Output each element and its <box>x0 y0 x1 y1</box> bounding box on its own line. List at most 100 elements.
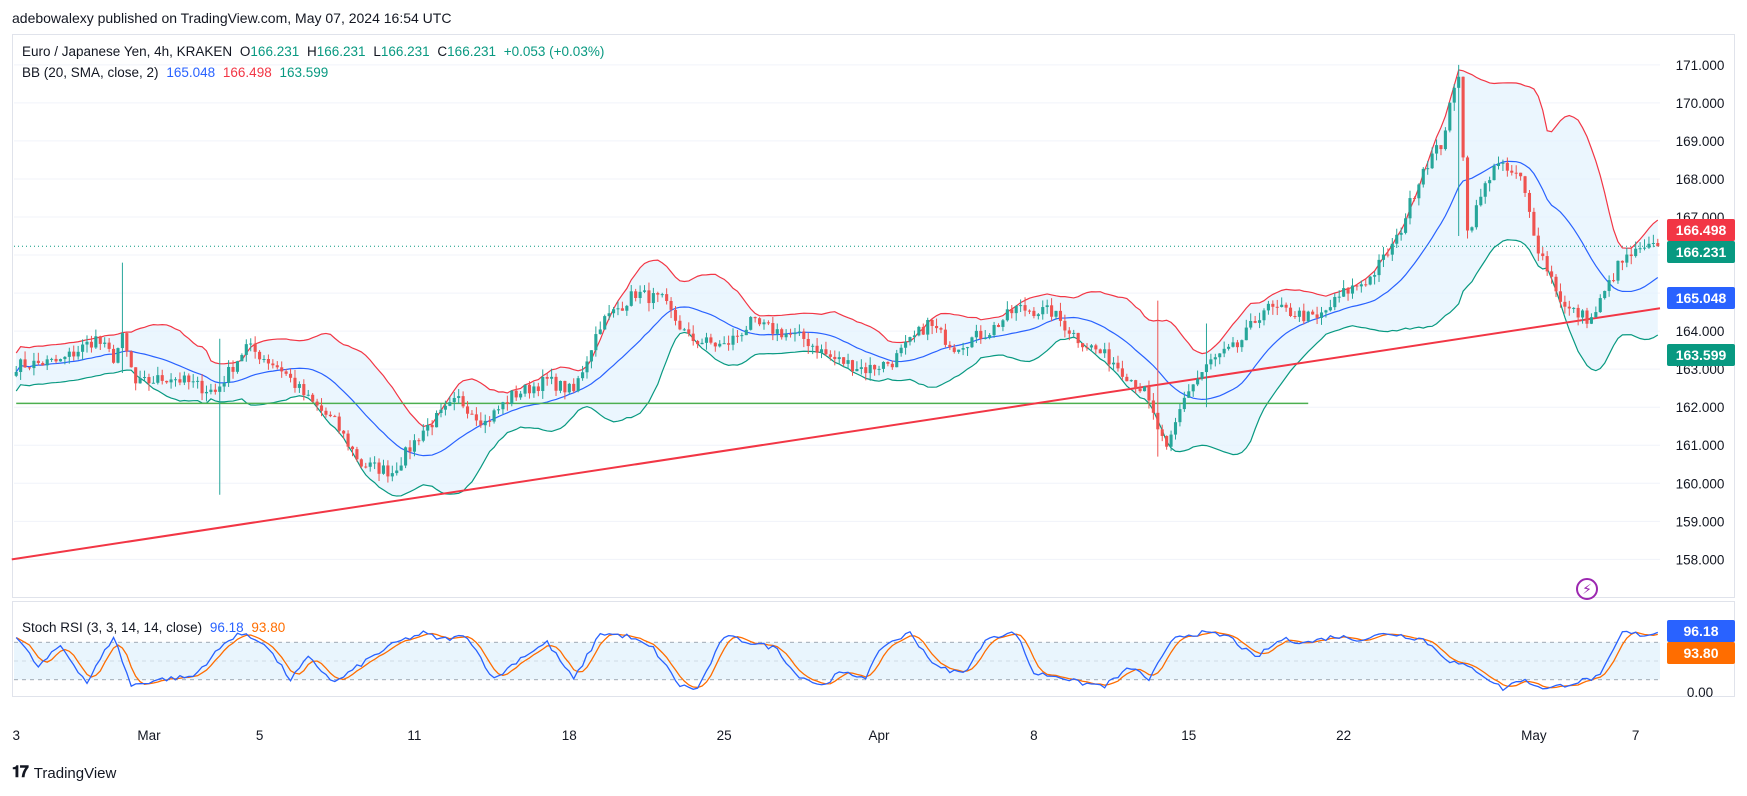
candle <box>1651 234 1655 248</box>
candle-body <box>1169 434 1173 447</box>
rsi-name: Stoch RSI (3, 3, 14, 14, close) <box>22 620 203 635</box>
candle <box>868 357 872 381</box>
candle <box>1160 424 1164 442</box>
candle-body <box>532 386 536 394</box>
candle <box>501 401 505 414</box>
y-tick-label: 164.000 <box>1676 324 1725 339</box>
candle-body <box>1395 234 1399 244</box>
candle <box>873 364 877 376</box>
candle <box>837 351 841 365</box>
candle <box>1262 308 1266 326</box>
candle <box>116 347 120 364</box>
x-tick-label: 25 <box>717 728 732 743</box>
candle <box>1125 373 1129 382</box>
candle <box>1129 379 1133 383</box>
candle-body <box>14 372 18 376</box>
candle-body <box>1373 275 1377 277</box>
candle-body <box>125 333 129 352</box>
candle-body <box>727 343 731 345</box>
candle-body <box>1160 429 1164 436</box>
candle <box>1253 315 1257 324</box>
candle-body <box>1032 310 1036 317</box>
candle-body <box>1465 157 1470 231</box>
candle-body <box>1311 311 1315 315</box>
candle <box>797 324 801 336</box>
candle-body <box>1585 310 1589 324</box>
price-chart-panel[interactable] <box>12 34 1735 598</box>
candle <box>554 373 558 397</box>
candle <box>634 288 638 302</box>
candle <box>1656 238 1660 247</box>
candle <box>718 340 722 348</box>
candle <box>1027 309 1032 315</box>
tradingview-mark-icon: 𝟏𝟕 <box>12 764 29 781</box>
candle-body <box>81 344 85 352</box>
candle <box>1050 298 1054 322</box>
stoch-rsi-lines <box>14 629 1660 692</box>
candle <box>1200 371 1204 381</box>
candle-body <box>983 337 987 340</box>
candle <box>1169 430 1173 452</box>
candle <box>899 344 903 357</box>
candle <box>297 381 301 393</box>
candle <box>1293 311 1297 319</box>
candle-body <box>1178 409 1182 423</box>
candle-body <box>1479 196 1483 206</box>
lightning-icon[interactable]: ⚡ <box>1576 578 1598 600</box>
candle-body <box>364 466 368 468</box>
candle <box>1019 299 1023 313</box>
candle-body <box>249 343 253 345</box>
candle <box>1545 251 1549 276</box>
candle <box>470 410 474 415</box>
candles <box>14 64 1660 495</box>
candle <box>288 368 293 383</box>
candle-body <box>1381 254 1386 260</box>
candle <box>319 398 324 417</box>
candle <box>904 335 908 355</box>
candle <box>45 355 49 371</box>
candle <box>182 371 186 386</box>
tradingview-logo[interactable]: 𝟏𝟕 TradingView <box>12 764 116 782</box>
candle <box>1373 271 1377 285</box>
candle-body <box>585 361 589 373</box>
candle <box>231 360 235 379</box>
candle-body <box>213 389 217 392</box>
candle <box>696 339 700 349</box>
candle <box>1443 127 1447 151</box>
candle-body <box>598 329 602 335</box>
candle-body <box>603 316 607 330</box>
close-value: 166.231 <box>447 44 496 59</box>
candle <box>1204 323 1209 408</box>
candle-body <box>1271 303 1275 307</box>
candle <box>1297 307 1301 322</box>
candle-body <box>881 361 886 369</box>
candle <box>1089 344 1093 352</box>
candle <box>687 322 691 337</box>
candle <box>129 350 133 368</box>
candle-body <box>1470 227 1474 231</box>
rsi-legend: Stoch RSI (3, 3, 14, 14, close) 96.18 93… <box>22 620 289 635</box>
candle-body <box>519 393 523 398</box>
candle <box>426 418 430 437</box>
candle <box>1638 242 1642 253</box>
candle-body <box>1333 296 1337 308</box>
candle-body <box>837 357 841 360</box>
candle <box>1005 301 1009 322</box>
candle-body <box>1204 364 1209 373</box>
candle <box>1333 293 1337 311</box>
candle <box>660 292 664 298</box>
candle-body <box>620 308 624 311</box>
candle-body <box>1510 170 1514 173</box>
bb-legend: BB (20, SMA, close, 2) 165.048 166.498 1… <box>22 65 332 80</box>
candle-body <box>1111 362 1116 365</box>
y-tick-label: 158.000 <box>1676 552 1725 567</box>
candle <box>1563 295 1567 314</box>
candle-body <box>1098 349 1102 354</box>
candle <box>1408 190 1412 225</box>
candle-body <box>1027 310 1032 312</box>
y-tick-label: 171.000 <box>1676 58 1725 73</box>
candle <box>421 424 425 443</box>
y-tick-label: 161.000 <box>1676 438 1725 453</box>
candle <box>749 316 753 331</box>
